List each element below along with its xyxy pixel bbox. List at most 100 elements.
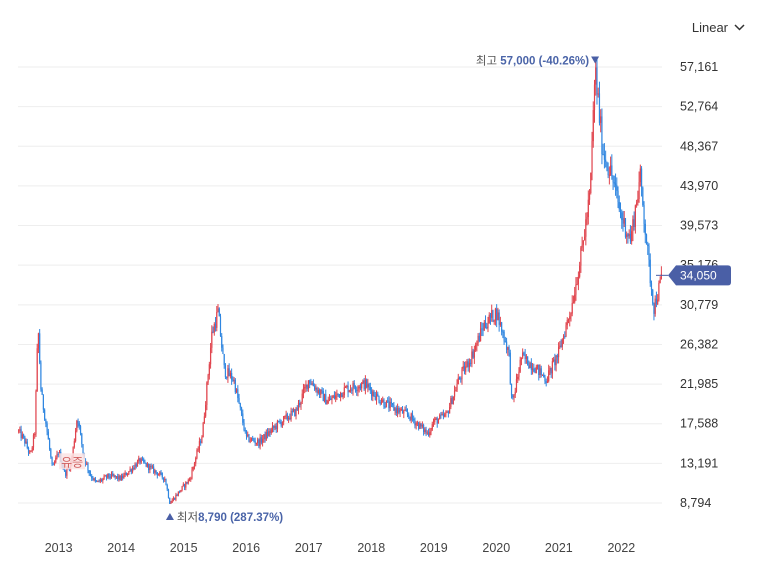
candle-body	[653, 303, 655, 314]
candle-body	[227, 368, 229, 378]
candle-body	[96, 480, 98, 482]
candle-body	[364, 379, 366, 390]
candle-body	[585, 219, 587, 237]
candle-body	[50, 448, 52, 458]
candle-body	[131, 467, 134, 472]
candle-body	[647, 244, 649, 246]
candle-body	[202, 423, 204, 438]
candle-body	[221, 336, 223, 348]
candle-body	[505, 341, 508, 350]
candle-body	[197, 449, 199, 451]
candle-body	[234, 379, 236, 393]
candle-body	[435, 418, 437, 420]
candle-body	[263, 434, 265, 439]
candle-body	[124, 472, 126, 475]
candle-body	[79, 426, 82, 434]
candle-body	[326, 403, 328, 405]
candle-body	[478, 335, 480, 342]
candle-body	[153, 466, 155, 473]
candle-body	[222, 347, 224, 355]
candle-body	[652, 289, 654, 304]
candle-body	[248, 434, 250, 442]
candle-body	[333, 395, 336, 399]
candle-body	[660, 273, 662, 280]
candle-body	[517, 376, 519, 379]
candle-body	[356, 390, 358, 392]
candle-body	[456, 384, 458, 391]
y-tick-label: 8,794	[680, 496, 711, 510]
candle-body	[301, 393, 303, 402]
candle-body	[546, 381, 549, 383]
candle-body	[249, 440, 251, 442]
candle-body	[39, 333, 41, 363]
x-tick-label: 2020	[482, 541, 510, 555]
candle-body	[590, 172, 592, 194]
candle-body	[84, 458, 87, 464]
candle-body	[30, 450, 32, 452]
candle-body	[226, 377, 228, 379]
candle-body	[297, 402, 300, 410]
candle-body	[562, 336, 565, 340]
candle-body	[510, 383, 513, 396]
candle-body	[87, 463, 89, 471]
candle-body	[518, 371, 520, 377]
candle-body	[400, 409, 402, 411]
candle-body	[327, 400, 329, 404]
candle-body	[406, 411, 409, 415]
candle-body	[133, 467, 135, 469]
candle-body	[21, 434, 23, 438]
candle-body	[491, 310, 493, 318]
candle-body	[422, 425, 425, 432]
candle-body	[285, 414, 287, 416]
scale-toggle-dropdown[interactable]: Linear	[692, 20, 745, 35]
candle-body	[619, 209, 622, 213]
candle-body	[276, 420, 279, 429]
candle-body	[233, 379, 235, 381]
candle-body	[340, 392, 342, 398]
candle-body	[22, 434, 25, 437]
candle-body	[613, 182, 615, 184]
candle-body	[223, 354, 225, 366]
annotation-layer: 최고 57,000 (-40.26%) 최저8,790 (287.37%) 유증	[59, 54, 600, 524]
candle-body	[383, 399, 385, 407]
candle-body	[535, 366, 537, 374]
candle-body	[416, 422, 419, 424]
event-marker: 유증	[59, 453, 86, 470]
candle-body	[449, 407, 451, 414]
candle-body	[109, 476, 111, 478]
candle-body	[358, 386, 360, 389]
candle-body	[645, 234, 648, 245]
candle-body	[368, 384, 370, 387]
candle-body	[659, 279, 661, 284]
candle-body	[533, 368, 535, 372]
candle-body	[484, 322, 487, 327]
candle-body	[273, 425, 275, 428]
candle-body	[379, 402, 381, 404]
candle-body	[36, 348, 38, 392]
candle-body	[164, 478, 166, 481]
candle-body	[348, 390, 350, 393]
y-tick-label: 48,367	[680, 139, 718, 153]
candle-body	[300, 401, 302, 405]
candle-body	[437, 419, 440, 424]
y-tick-label: 30,779	[680, 298, 718, 312]
candle-body	[167, 489, 170, 498]
candle-body	[436, 418, 438, 424]
candle-body	[125, 472, 127, 476]
candle-body	[344, 386, 347, 388]
candle-body	[431, 424, 433, 430]
candle-body	[392, 403, 394, 405]
candle-body	[384, 406, 386, 408]
candle-body	[217, 308, 219, 313]
grid-layer	[18, 66, 662, 504]
candle-body	[292, 409, 295, 412]
candle-body	[203, 416, 205, 424]
candle-body	[388, 400, 390, 409]
candle-body	[193, 463, 196, 467]
candle-body	[231, 373, 233, 380]
candle-body	[151, 466, 153, 468]
candle-body	[636, 202, 638, 206]
candle-body	[342, 395, 344, 397]
candlestick-series	[18, 56, 662, 505]
candle-body	[622, 220, 624, 224]
